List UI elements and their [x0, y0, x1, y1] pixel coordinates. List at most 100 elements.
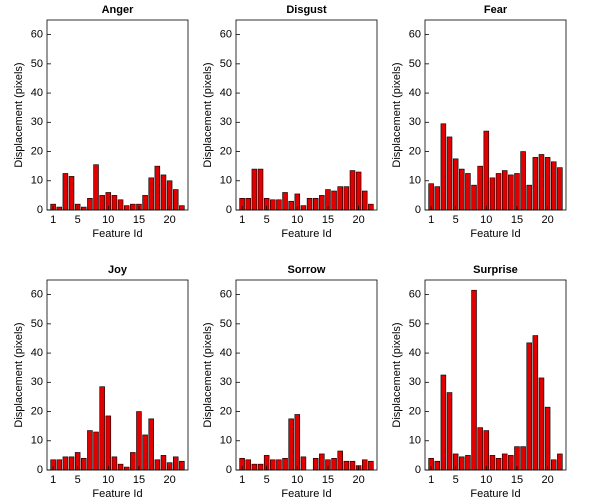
bar	[489, 455, 496, 471]
bar	[160, 455, 167, 471]
bar	[117, 463, 124, 471]
x-tick-label: 5	[75, 214, 81, 226]
bar	[251, 463, 258, 471]
y-tick-label: 10	[220, 435, 232, 447]
bar	[245, 459, 252, 471]
bar	[544, 406, 551, 471]
y-tick-label: 0	[226, 464, 232, 476]
bar	[142, 195, 148, 211]
bar	[93, 431, 99, 471]
x-tick-label: 1	[239, 474, 245, 486]
y-tick-label: 50	[220, 58, 232, 70]
bar	[130, 452, 136, 471]
bar	[465, 455, 471, 471]
y-tick-label: 50	[409, 318, 421, 330]
bar	[319, 453, 325, 471]
bar	[105, 415, 112, 471]
x-axis-label: Feature Id	[470, 488, 520, 498]
bar	[319, 195, 325, 211]
bar	[257, 168, 264, 211]
bar	[130, 203, 136, 211]
bar	[526, 184, 532, 211]
bar	[337, 186, 343, 211]
bar	[471, 184, 477, 211]
x-tick-label: 10	[291, 214, 303, 226]
x-tick-label: 5	[75, 474, 81, 486]
chart-title: Sorrow	[288, 264, 326, 276]
x-tick-label: 10	[291, 474, 303, 486]
x-tick-label: 1	[239, 214, 245, 226]
y-tick-label: 60	[31, 29, 43, 41]
bar	[166, 180, 173, 211]
x-tick-label: 15	[322, 214, 334, 226]
bar	[544, 157, 551, 211]
y-tick-label: 40	[31, 347, 43, 359]
x-tick-label: 5	[453, 474, 459, 486]
x-tick-label: 5	[264, 214, 270, 226]
bar	[520, 446, 526, 471]
bar	[270, 459, 276, 471]
bar	[276, 199, 282, 211]
y-axis-label: Displacement (pixels)	[13, 322, 25, 427]
bar	[355, 171, 362, 211]
bar	[361, 459, 368, 471]
y-tick-label: 50	[31, 318, 43, 330]
y-tick-label: 10	[220, 175, 232, 187]
bar	[68, 176, 75, 211]
bar	[361, 190, 368, 211]
y-tick-label: 30	[31, 116, 43, 128]
x-tick-label: 15	[511, 214, 523, 226]
axes-box	[424, 279, 567, 471]
bar	[520, 151, 526, 211]
x-tick-label: 10	[102, 214, 114, 226]
bar	[111, 195, 118, 211]
bar	[440, 374, 447, 471]
bar	[434, 186, 441, 211]
y-tick-label: 60	[220, 289, 232, 301]
y-tick-label: 60	[409, 29, 421, 41]
bar	[154, 459, 161, 471]
y-tick-label: 40	[31, 87, 43, 99]
bar	[123, 205, 130, 211]
y-axis-label: Displacement (pixels)	[202, 322, 214, 427]
bar	[312, 458, 319, 471]
bar	[550, 459, 557, 471]
x-tick-label: 10	[102, 474, 114, 486]
bar	[81, 206, 87, 211]
bar	[172, 189, 179, 211]
bar	[477, 165, 483, 211]
y-tick-label: 60	[220, 29, 232, 41]
axes-box	[235, 279, 378, 471]
bar	[99, 386, 105, 471]
y-tick-label: 20	[31, 405, 43, 417]
bar	[68, 456, 75, 471]
bar	[495, 173, 502, 211]
y-tick-label: 0	[37, 204, 43, 216]
x-tick-label: 1	[50, 214, 56, 226]
bar	[294, 414, 301, 471]
bar	[349, 170, 356, 211]
y-tick-label: 30	[31, 376, 43, 388]
x-tick-label: 20	[352, 474, 364, 486]
y-axis-label: Displacement (pixels)	[13, 62, 25, 167]
bar	[434, 460, 441, 471]
bar	[99, 195, 105, 211]
axes-box	[46, 19, 189, 211]
y-tick-label: 50	[31, 58, 43, 70]
bar	[446, 392, 453, 471]
bar	[471, 289, 477, 471]
x-tick-label: 1	[428, 214, 434, 226]
bar	[557, 167, 563, 211]
bar	[337, 450, 343, 471]
y-tick-label: 0	[415, 204, 421, 216]
bar	[142, 434, 148, 471]
bar	[501, 170, 508, 211]
axes-box	[235, 19, 378, 211]
bar	[62, 456, 69, 471]
bar	[343, 186, 350, 211]
bar	[93, 164, 99, 211]
x-axis-label: Feature Id	[92, 488, 142, 498]
bar	[300, 456, 307, 471]
x-tick-label: 15	[133, 474, 145, 486]
